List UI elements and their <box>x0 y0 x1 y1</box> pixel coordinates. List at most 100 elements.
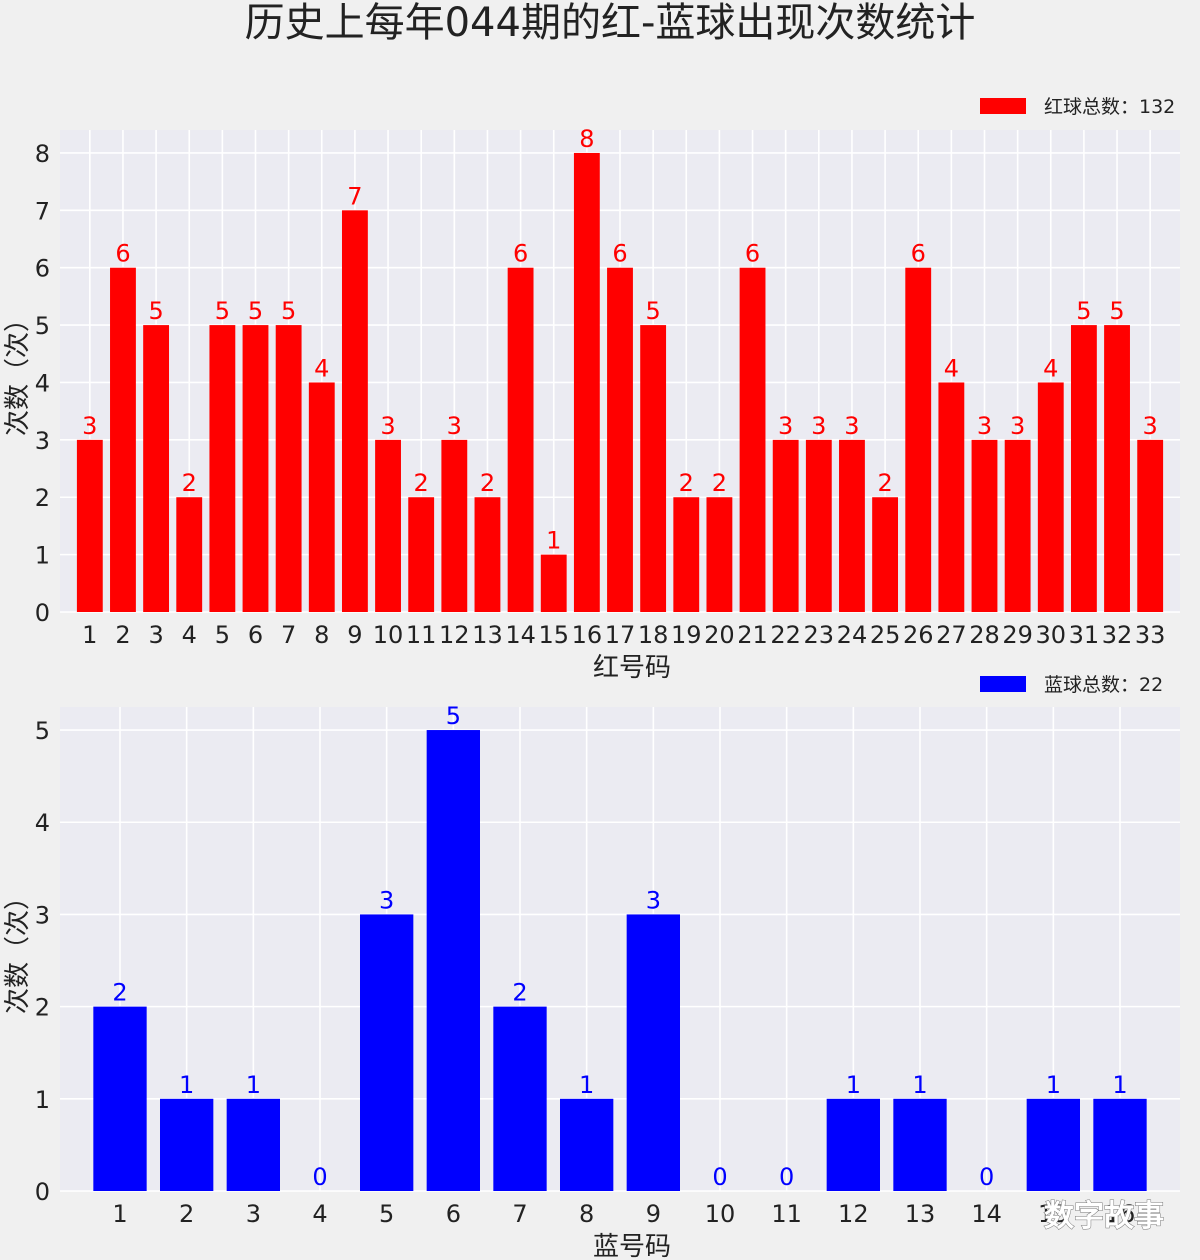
x-tick-label: 3 <box>246 1200 261 1228</box>
bar-value-label: 3 <box>977 412 992 440</box>
bar-5 <box>209 325 236 612</box>
bar-17 <box>607 267 633 612</box>
bar-28 <box>971 439 998 612</box>
y-axis-label: 次数（次） <box>3 884 33 1014</box>
x-tick-label: 8 <box>314 621 329 649</box>
bar-7 <box>275 325 302 612</box>
x-tick-label: 23 <box>804 621 835 649</box>
y-tick-label: 4 <box>35 809 50 837</box>
bar-value-label: 3 <box>844 412 859 440</box>
y-tick-label: 0 <box>35 599 50 627</box>
bar-22 <box>772 439 799 612</box>
bar-value-label: 8 <box>579 125 594 153</box>
x-tick-label: 12 <box>439 621 470 649</box>
bar-value-label: 3 <box>778 412 793 440</box>
y-tick-label: 3 <box>35 901 50 929</box>
x-tick-label: 6 <box>446 1200 461 1228</box>
y-tick-label: 1 <box>35 1086 50 1114</box>
bar-value-label: 3 <box>447 412 462 440</box>
x-tick-label: 10 <box>705 1200 736 1228</box>
y-tick-label: 2 <box>35 484 50 512</box>
bar-26 <box>905 267 932 612</box>
bar-11 <box>408 497 435 612</box>
bar-18 <box>640 325 667 612</box>
bar-4 <box>176 497 203 612</box>
bar-value-label: 2 <box>512 979 527 1007</box>
bar-value-label: 2 <box>414 469 429 497</box>
x-tick-label: 21 <box>737 621 768 649</box>
y-tick-label: 8 <box>35 140 50 168</box>
bar-27 <box>938 382 965 612</box>
y-tick-label: 1 <box>35 542 50 570</box>
bar-value-label: 1 <box>179 1071 194 1099</box>
x-tick-label: 7 <box>512 1200 527 1228</box>
x-tick-label: 33 <box>1135 621 1166 649</box>
x-tick-label: 16 <box>1105 1200 1136 1228</box>
bar-value-label: 2 <box>182 469 197 497</box>
y-axis-label: 次数（次） <box>3 306 33 436</box>
x-tick-label: 8 <box>579 1200 594 1228</box>
bar-30 <box>1037 382 1064 612</box>
x-tick-label: 26 <box>903 621 934 649</box>
x-tick-label: 27 <box>936 621 967 649</box>
bar-value-label: 3 <box>1143 412 1158 440</box>
bar-7 <box>493 1006 547 1191</box>
x-tick-label: 1 <box>112 1200 127 1228</box>
bar-value-label: 5 <box>215 297 230 325</box>
bar-15 <box>1026 1098 1080 1191</box>
x-tick-label: 2 <box>115 621 130 649</box>
bar-8 <box>560 1098 614 1191</box>
bar-value-label: 3 <box>1010 412 1025 440</box>
bar-value-label: 5 <box>645 297 660 325</box>
bar-12 <box>441 439 468 612</box>
bar-value-label: 0 <box>712 1163 727 1191</box>
bar-value-label: 0 <box>779 1163 794 1191</box>
bar-value-label: 5 <box>1076 297 1091 325</box>
x-tick-label: 11 <box>771 1200 802 1228</box>
bar-value-label: 5 <box>1109 297 1124 325</box>
x-tick-label: 25 <box>870 621 901 649</box>
bar-9 <box>626 914 680 1191</box>
y-tick-label: 5 <box>35 717 50 745</box>
x-tick-label: 3 <box>148 621 163 649</box>
x-tick-label: 32 <box>1102 621 1133 649</box>
bar-value-label: 2 <box>112 979 127 1007</box>
bar-value-label: 1 <box>246 1071 261 1099</box>
bar-15 <box>540 554 567 612</box>
legend-label: 蓝球总数：22 <box>1044 674 1163 696</box>
x-axis-label: 蓝号码 <box>593 1232 671 1260</box>
bar-value-label: 3 <box>379 886 394 914</box>
watermark: 数字故事 <box>1044 1199 1164 1234</box>
bar-value-label: 4 <box>1043 354 1058 382</box>
bar-value-label: 7 <box>347 182 362 210</box>
x-tick-label: 7 <box>281 621 296 649</box>
x-tick-label: 19 <box>671 621 702 649</box>
bar-value-label: 6 <box>612 240 627 268</box>
bar-value-label: 2 <box>712 469 727 497</box>
x-tick-label: 9 <box>347 621 362 649</box>
y-tick-label: 3 <box>35 427 50 455</box>
bar-value-label: 3 <box>82 412 97 440</box>
legend-swatch <box>980 98 1026 114</box>
bar-value-label: 1 <box>1112 1071 1127 1099</box>
bar-25 <box>872 497 899 612</box>
bar-value-label: 3 <box>380 412 395 440</box>
bar-3 <box>226 1098 280 1191</box>
y-tick-label: 2 <box>35 994 50 1022</box>
x-tick-label: 13 <box>905 1200 936 1228</box>
y-tick-label: 4 <box>35 369 50 397</box>
bar-2 <box>110 267 136 612</box>
x-tick-label: 6 <box>248 621 263 649</box>
bar-20 <box>706 497 733 612</box>
x-tick-label: 14 <box>505 621 536 649</box>
bar-value-label: 6 <box>745 240 760 268</box>
bar-value-label: 6 <box>911 240 926 268</box>
x-tick-label: 9 <box>646 1200 661 1228</box>
x-tick-label: 15 <box>1038 1200 1069 1228</box>
bar-1 <box>93 1006 147 1191</box>
x-tick-label: 2 <box>179 1200 194 1228</box>
x-tick-label: 1 <box>82 621 97 649</box>
x-tick-label: 16 <box>572 621 603 649</box>
